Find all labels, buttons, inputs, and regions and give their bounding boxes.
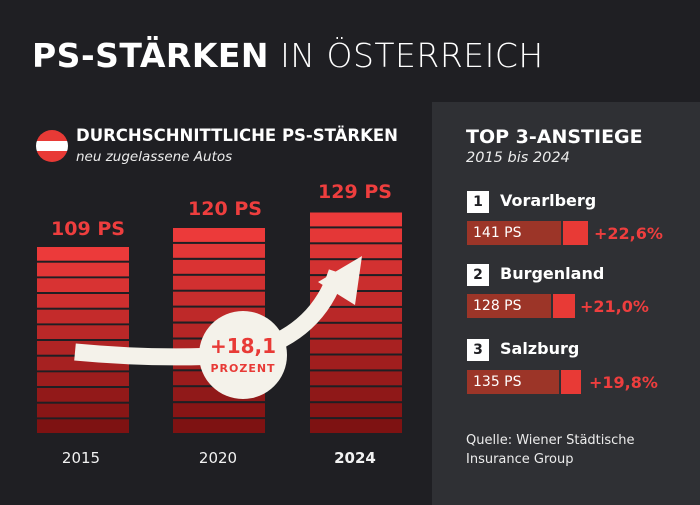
bar-segment (37, 325, 129, 339)
bar-segment (310, 387, 402, 402)
bar-segment (310, 228, 402, 243)
bar-increase (563, 221, 588, 245)
bar-segment (310, 419, 402, 433)
region-change: +21,0% (580, 297, 649, 316)
bar-segment (37, 372, 129, 386)
bar-segment (173, 259, 265, 274)
bar-segment (310, 244, 402, 259)
region-name: Salzburg (500, 339, 580, 358)
region-ps: 128 PS (473, 298, 522, 314)
bar-segment (310, 355, 402, 370)
region-name: Burgenland (500, 264, 605, 283)
bar-segment (310, 307, 402, 322)
bar-segment (173, 403, 265, 418)
bar-value-label: 129 PS (318, 181, 392, 203)
top3-title: TOP 3-ANSTIEGE (466, 126, 643, 148)
bar-increase (561, 370, 581, 394)
bar-value-label: 109 PS (51, 218, 125, 240)
rank-badge: 1 (467, 191, 489, 213)
badge-label: PROZENT (210, 362, 276, 375)
x-tick-label: 2020 (198, 449, 238, 467)
bar-segment (310, 323, 402, 338)
austria-flag-icon (36, 130, 68, 162)
bar-segment (173, 228, 265, 242)
percent-badge: +18,1 PROZENT (199, 311, 287, 399)
title-bold: PS-STÄRKEN (32, 36, 270, 75)
bar-segment (37, 403, 129, 418)
bar-segment (310, 339, 402, 354)
bar-increase (553, 294, 575, 318)
bar-segment (37, 278, 129, 292)
rank-badge: 2 (467, 264, 489, 286)
x-tick-label: 2024 (334, 449, 376, 467)
region-change: +19,8% (589, 373, 658, 392)
bar-segment (310, 212, 402, 227)
bar-segment (310, 371, 402, 386)
region-name: Vorarlberg (500, 191, 597, 210)
chart-title: DURCHSCHNITTLICHE PS-STÄRKEN (76, 126, 398, 145)
bar-segment (37, 294, 129, 308)
region-ps: 135 PS (473, 374, 522, 390)
bar-segment (173, 419, 265, 433)
bar-base (467, 370, 559, 394)
source-note: Quelle: Wiener Städtische Insurance Grou… (466, 433, 635, 467)
chart-subtitle: neu zugelassene Autos (76, 149, 233, 165)
bar-segment (310, 403, 402, 418)
title-light: IN ÖSTERREICH (280, 36, 544, 75)
badge-value: +18,1 (209, 334, 277, 358)
rank-badge: 3 (467, 339, 489, 361)
page-title: PS-STÄRKEN IN ÖSTERREICH (32, 36, 544, 75)
bar-base (467, 294, 551, 318)
bar-base (467, 221, 561, 245)
bar-segment (173, 243, 265, 258)
region-ps: 141 PS (473, 225, 522, 241)
bar-segment (37, 262, 129, 277)
x-tick-label: 2015 (61, 449, 101, 467)
bar-segment (37, 247, 129, 261)
top3-subtitle: 2015 bis 2024 (466, 150, 570, 166)
bar-segment (37, 388, 129, 402)
bar-segment (37, 309, 129, 324)
bar-segment (173, 275, 265, 290)
bar-segment (37, 419, 129, 433)
bar-segment (173, 291, 265, 306)
region-change: +22,6% (594, 224, 663, 243)
bar-value-label: 120 PS (188, 198, 262, 220)
